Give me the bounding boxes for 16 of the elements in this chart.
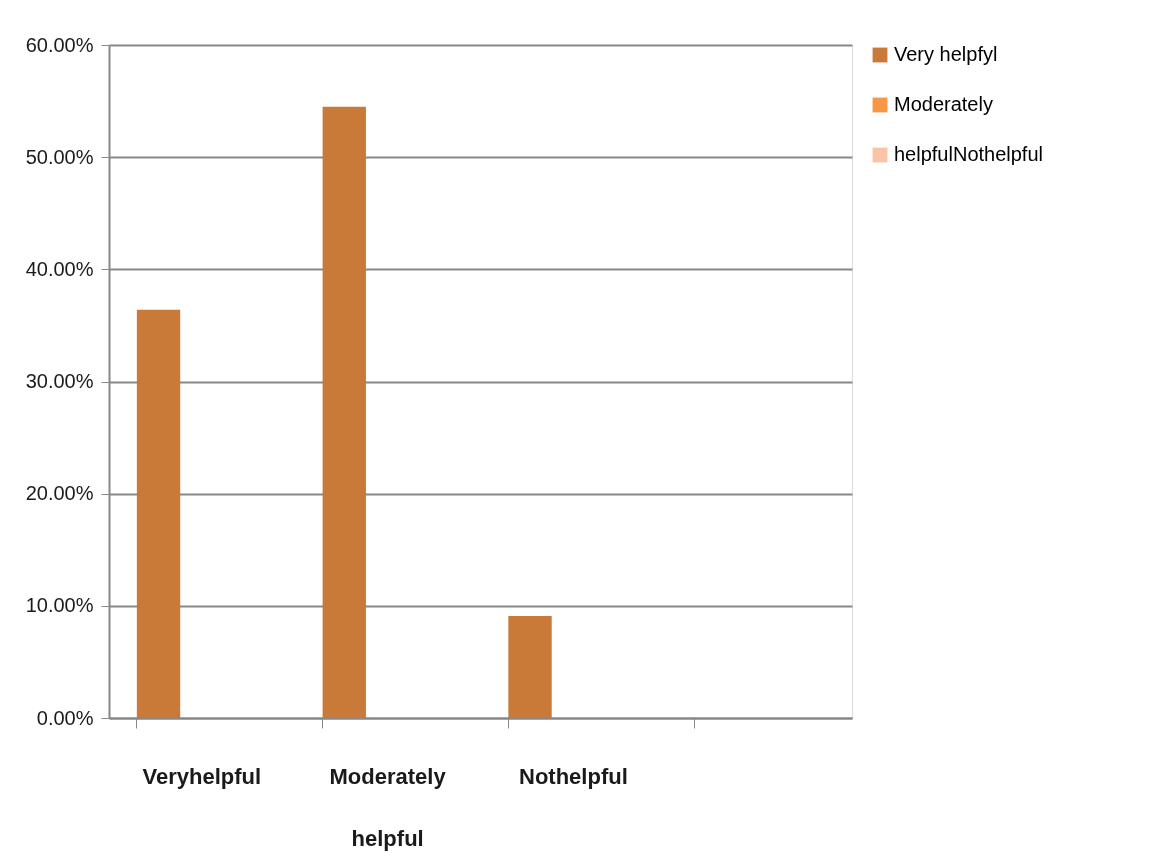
legend-label: Moderately [894,93,993,115]
y-tick-label: 30.00% [25,370,94,392]
y-tick-label: 60.00% [25,33,94,56]
legend-label: helpfulNothelpful [894,143,1043,165]
y-tick-label: 50.00% [25,145,94,168]
x-tick-label: Veryhelpful [142,763,262,789]
bar [322,106,366,718]
bar [136,309,181,718]
bar [508,615,552,718]
legend-label: Very helpfyl [894,43,998,65]
y-tick-label: 0.00% [36,706,94,729]
y-tick-label: 10.00% [25,594,94,617]
x-tick-label: Nothelpful [518,763,628,789]
y-tick-label: 40.00% [25,257,94,280]
category-label: Moderately helpful [329,763,446,851]
y-tick-label: 20.00% [25,482,94,505]
